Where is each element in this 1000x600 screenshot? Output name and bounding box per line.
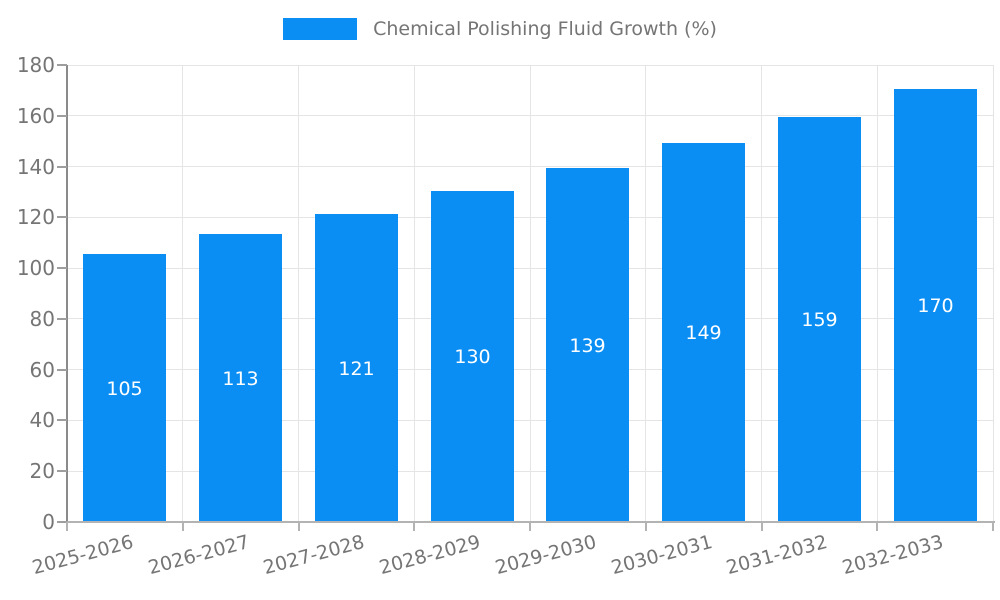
bar-value-label: 139 [569, 335, 606, 357]
gridline-vertical [413, 65, 415, 522]
x-axis-tick [66, 522, 68, 531]
x-axis-tick [760, 522, 763, 531]
x-axis-tick [413, 522, 416, 531]
bar-value-label: 105 [106, 378, 143, 400]
y-tick-label: 60 [29, 357, 55, 382]
y-tick-label: 140 [16, 154, 55, 179]
y-tick-label: 0 [42, 510, 55, 534]
x-axis-tick [644, 522, 647, 531]
gridline-vertical [645, 65, 647, 522]
gridline-vertical [529, 65, 531, 522]
bar-value-label: 159 [801, 309, 838, 331]
y-axis-tick [57, 114, 67, 117]
bar-value-label: 170 [917, 295, 954, 317]
y-tick-label: 180 [16, 53, 55, 77]
gridline-vertical [182, 65, 184, 522]
y-axis-tick [57, 267, 67, 270]
y-axis-tick [57, 64, 67, 66]
y-axis-tick [57, 165, 67, 168]
bar-value-label: 121 [338, 358, 375, 380]
y-axis-tick [57, 521, 67, 523]
gridline-vertical [992, 65, 994, 522]
y-axis-line [66, 65, 68, 523]
bar-2032-2033 [894, 89, 977, 521]
legend-swatch [283, 18, 358, 40]
y-tick-label: 100 [16, 256, 55, 281]
y-axis-tick [57, 368, 67, 371]
plot-area: 0 20 40 60 80 100 120 140 160 180 105 2025-2026 113 2… [17, 53, 995, 579]
bar-2031-2032 [778, 117, 861, 521]
y-tick-label: 40 [29, 408, 55, 433]
x-axis-tick [297, 522, 300, 531]
y-tick-label: 80 [29, 306, 55, 331]
y-axis-tick [57, 216, 67, 219]
gridline-vertical [761, 65, 762, 522]
bar-2025-2026 [83, 254, 166, 521]
legend-label: Chemical Polishing Fluid Growth (%) [373, 18, 717, 40]
bar-2026-2027 [199, 234, 282, 521]
bar-2028-2029 [431, 191, 514, 521]
bar-value-label: 113 [222, 368, 259, 390]
gridline-vertical [876, 65, 878, 522]
bar-2030-2031 [662, 143, 745, 521]
bar-value-label: 130 [454, 346, 491, 368]
bar-value-label: 149 [685, 322, 722, 344]
y-axis-tick [57, 419, 67, 422]
bar-2029-2030 [546, 168, 629, 521]
x-axis-tick [992, 522, 994, 531]
y-tick-label: 20 [29, 459, 55, 484]
legend: Chemical Polishing Fluid Growth (%) [0, 18, 1000, 40]
y-tick-label: 120 [16, 205, 55, 230]
bar-2027-2028 [315, 214, 398, 521]
x-axis-tick [181, 522, 184, 531]
x-axis-tick [529, 522, 531, 531]
y-tick-label: 160 [16, 103, 55, 128]
y-axis-tick [57, 317, 67, 320]
y-axis-tick [57, 470, 67, 473]
x-axis-tick [876, 522, 879, 531]
gridline-vertical [298, 65, 299, 522]
